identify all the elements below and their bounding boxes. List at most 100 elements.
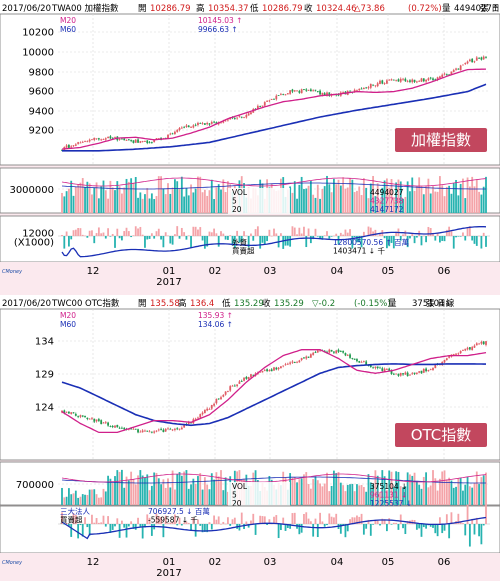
candle-body xyxy=(312,352,315,355)
candle-body xyxy=(443,73,446,75)
volume-ma5-line xyxy=(61,177,487,187)
candle-body xyxy=(286,93,289,95)
candle-body xyxy=(399,78,402,82)
candle-body xyxy=(471,347,474,351)
candle-body xyxy=(466,347,469,350)
volume-bar xyxy=(429,193,432,213)
indicator-tick-label: (X1000) xyxy=(14,238,54,249)
volume-bar xyxy=(388,187,391,213)
volume-bar xyxy=(194,188,197,213)
net-buy-bar xyxy=(183,522,186,524)
volume-bar xyxy=(220,470,222,505)
net-buy-bar xyxy=(107,516,109,524)
net-buy-bar xyxy=(309,236,312,244)
price-tick-label: 9600 xyxy=(29,87,54,98)
candle-body xyxy=(86,141,89,143)
net-buy-bar xyxy=(169,236,172,244)
volume-bar xyxy=(386,490,388,505)
net-buy-bar xyxy=(104,524,107,527)
volume-bar xyxy=(328,491,331,505)
candle-body xyxy=(353,89,356,93)
net-buy-bar xyxy=(480,236,483,249)
volume-bar xyxy=(102,488,105,505)
net-buy-bar xyxy=(210,524,213,530)
month-tick-label: 02 xyxy=(209,266,222,277)
net-buy-bar xyxy=(86,236,89,238)
net-buy-bar xyxy=(300,524,303,533)
volume-bar xyxy=(84,186,86,213)
candle-body xyxy=(148,431,151,433)
volume-bar xyxy=(452,487,455,505)
volume-bar xyxy=(192,478,195,505)
net-buy-bar xyxy=(468,226,471,236)
candle-body xyxy=(70,146,73,148)
pct-value: (-0.15%) xyxy=(354,299,391,309)
volume-bar xyxy=(434,478,437,505)
net-buy-bar xyxy=(471,518,474,524)
candle-body xyxy=(190,127,192,128)
volume-bar xyxy=(409,191,411,213)
net-buy-bar xyxy=(206,236,209,247)
candle-body xyxy=(243,377,245,381)
volume-bar xyxy=(478,484,480,505)
volume-bar xyxy=(215,472,218,505)
net-buy-bar xyxy=(473,236,476,244)
net-buy-bar xyxy=(227,236,229,240)
volume-bar xyxy=(146,474,149,505)
ma-legend-value: 135.93 ↑ xyxy=(198,311,233,320)
net-buy-bar xyxy=(462,232,464,236)
candle-body xyxy=(381,80,384,84)
candle-body xyxy=(413,372,416,374)
candle-body xyxy=(374,366,377,369)
quote-symbol: TWA00 加權指數 xyxy=(51,3,119,14)
net-buy-bar xyxy=(61,234,63,236)
volume-bar xyxy=(441,185,444,213)
candle-body xyxy=(475,343,478,346)
candle-body xyxy=(132,428,135,430)
volume-bar xyxy=(171,187,174,213)
net-buy-bar xyxy=(266,236,268,242)
net-buy-bar xyxy=(215,519,218,524)
net-buy-bar xyxy=(263,236,266,245)
net-buy-bar xyxy=(162,236,165,248)
candle-body xyxy=(95,419,98,422)
net-buy-bar xyxy=(215,233,218,236)
candle-body xyxy=(420,78,423,82)
volume-bar xyxy=(289,473,292,505)
indicator-legend-value: 12800570.56 ↑ 百萬 xyxy=(333,237,409,247)
candle-body xyxy=(111,137,114,139)
net-buy-bar xyxy=(144,524,146,528)
candle-body xyxy=(164,428,167,432)
candle-body xyxy=(273,98,275,100)
net-buy-bar xyxy=(270,523,273,525)
candle-body xyxy=(443,359,446,363)
candle-body xyxy=(139,141,142,143)
candle-body xyxy=(236,117,239,119)
candle-body xyxy=(192,125,195,128)
net-buy-bar xyxy=(231,236,234,246)
ma20-line xyxy=(61,68,487,150)
volume-bar xyxy=(109,180,112,213)
net-buy-bar xyxy=(91,230,93,236)
net-buy-bar xyxy=(319,512,321,524)
candle-body xyxy=(114,136,116,138)
volume-bar xyxy=(445,186,448,213)
volume-bar xyxy=(224,192,227,213)
net-buy-bar xyxy=(293,227,296,236)
net-buy-bar xyxy=(268,519,271,524)
net-buy-bar xyxy=(415,524,418,530)
close-value: 10324.46 xyxy=(316,4,357,14)
candle-body xyxy=(300,358,303,360)
volume-bar xyxy=(356,190,358,213)
net-buy-bar xyxy=(118,236,121,239)
quote-tail: 張 日線 xyxy=(480,3,500,14)
net-buy-bar xyxy=(65,522,68,524)
net-buy-bar xyxy=(88,230,91,236)
volume-bar xyxy=(376,183,379,213)
net-buy-bar xyxy=(84,517,86,524)
volume-bar xyxy=(337,179,340,213)
candle-body xyxy=(84,141,86,142)
net-buy-bar xyxy=(429,524,432,527)
net-buy-bar xyxy=(323,524,326,527)
candle-body xyxy=(190,422,192,424)
